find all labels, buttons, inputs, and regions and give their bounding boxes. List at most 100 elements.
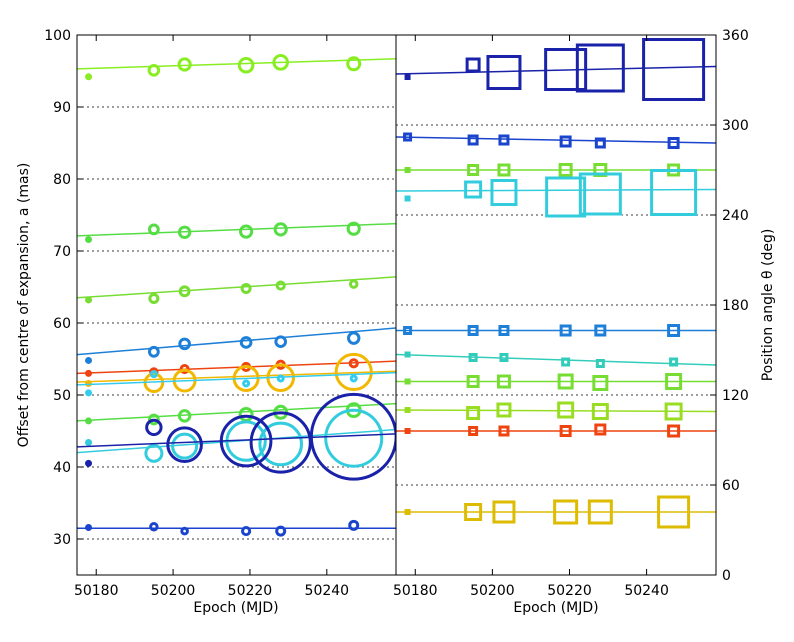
data-point [144, 443, 164, 463]
data-point [466, 375, 480, 388]
data-point [241, 525, 252, 537]
left-axis-ticks: 30 40 50 60 70 80 90 100 50180 50200 50220 50240 [44, 28, 349, 599]
y-tick-label: 50 [53, 388, 71, 404]
data-point [492, 500, 516, 524]
data-point [404, 167, 411, 173]
data-point [592, 375, 609, 391]
data-point [403, 326, 413, 335]
y-tick-label: 70 [53, 244, 71, 260]
data-point [466, 406, 481, 420]
fit-line [77, 276, 396, 299]
data-point [239, 224, 254, 239]
data-point [179, 363, 190, 375]
x-tick-label: 50220 [228, 583, 273, 599]
data-point [334, 352, 373, 392]
data-point [258, 421, 303, 467]
fit-line [396, 409, 716, 413]
data-point [85, 389, 93, 397]
y-tick-label: 60 [722, 478, 740, 494]
data-point [404, 428, 411, 434]
data-point [178, 337, 191, 351]
right-plot-area [396, 38, 716, 529]
y-tick-label: 30 [53, 532, 71, 548]
y-tick-label: 240 [722, 208, 749, 224]
data-point [85, 369, 93, 377]
right-panel: 0 60 120 180 240 300 360 50180 50200 50220 50240 [393, 28, 749, 599]
y-tick-label: 40 [53, 460, 71, 476]
data-point [348, 358, 359, 369]
data-point [465, 57, 481, 73]
y-tick-label: 300 [722, 118, 749, 134]
fit-line [77, 327, 396, 356]
data-point [404, 509, 411, 515]
fit-line [77, 222, 396, 237]
y-tick-label: 180 [722, 298, 749, 314]
fit-line [396, 188, 716, 192]
data-point [404, 195, 411, 202]
data-point [558, 163, 573, 177]
fit-line [77, 402, 396, 422]
data-point [309, 392, 396, 481]
data-point [669, 357, 679, 367]
fit-line [396, 136, 716, 144]
data-point [349, 374, 358, 383]
x-tick-label: 50240 [624, 583, 669, 599]
data-point [667, 324, 681, 337]
data-point [559, 425, 572, 437]
fit-line [396, 353, 716, 366]
fit-line [77, 58, 396, 70]
data-point [147, 413, 160, 426]
data-point [496, 374, 511, 389]
data-point [239, 336, 253, 349]
x-tick-label: 50180 [393, 583, 438, 599]
data-point [667, 424, 681, 438]
data-point [324, 408, 384, 468]
data-point [575, 43, 625, 93]
data-point [85, 356, 93, 364]
fit-line [77, 370, 396, 383]
data-point [349, 279, 359, 289]
data-point [664, 402, 683, 421]
data-point [276, 374, 285, 383]
data-point [665, 373, 683, 390]
y-tick-label: 90 [53, 100, 71, 116]
x-tick-label: 50180 [74, 583, 119, 599]
data-point [272, 54, 289, 71]
data-point [348, 519, 360, 531]
fit-line [396, 65, 716, 75]
data-point [180, 526, 189, 536]
y-tick-label: 80 [53, 172, 71, 188]
data-point [404, 378, 411, 385]
data-point [594, 137, 606, 149]
data-point [497, 163, 511, 177]
data-point [561, 357, 571, 367]
data-point [559, 135, 572, 148]
right-y-axis-label: Position angle θ (deg) [760, 229, 776, 382]
data-point [594, 423, 607, 436]
data-point [145, 418, 163, 437]
data-point [219, 414, 273, 468]
y-tick-label: 100 [44, 28, 71, 44]
x-tick-label: 50200 [470, 583, 515, 599]
data-point [667, 137, 680, 149]
left-panel: 30 40 50 60 70 80 90 100 50180 50200 50220 50240 [44, 28, 396, 599]
fit-line [77, 433, 396, 448]
data-point [468, 353, 478, 362]
data-point [650, 169, 698, 216]
data-point [85, 417, 93, 425]
y-tick-label: 0 [722, 568, 731, 584]
data-point [85, 235, 93, 243]
data-point [578, 172, 622, 216]
data-point [240, 282, 252, 294]
data-point [496, 402, 512, 418]
data-point [545, 176, 587, 218]
left-y-axis-label: Offset from centre of expansion, a (mas) [16, 163, 32, 448]
data-point [177, 225, 192, 239]
data-point [147, 63, 161, 77]
x-tick-label: 50200 [151, 583, 196, 599]
data-point [467, 164, 480, 176]
fit-line [77, 371, 396, 386]
data-point [642, 38, 706, 101]
data-point [404, 351, 411, 358]
